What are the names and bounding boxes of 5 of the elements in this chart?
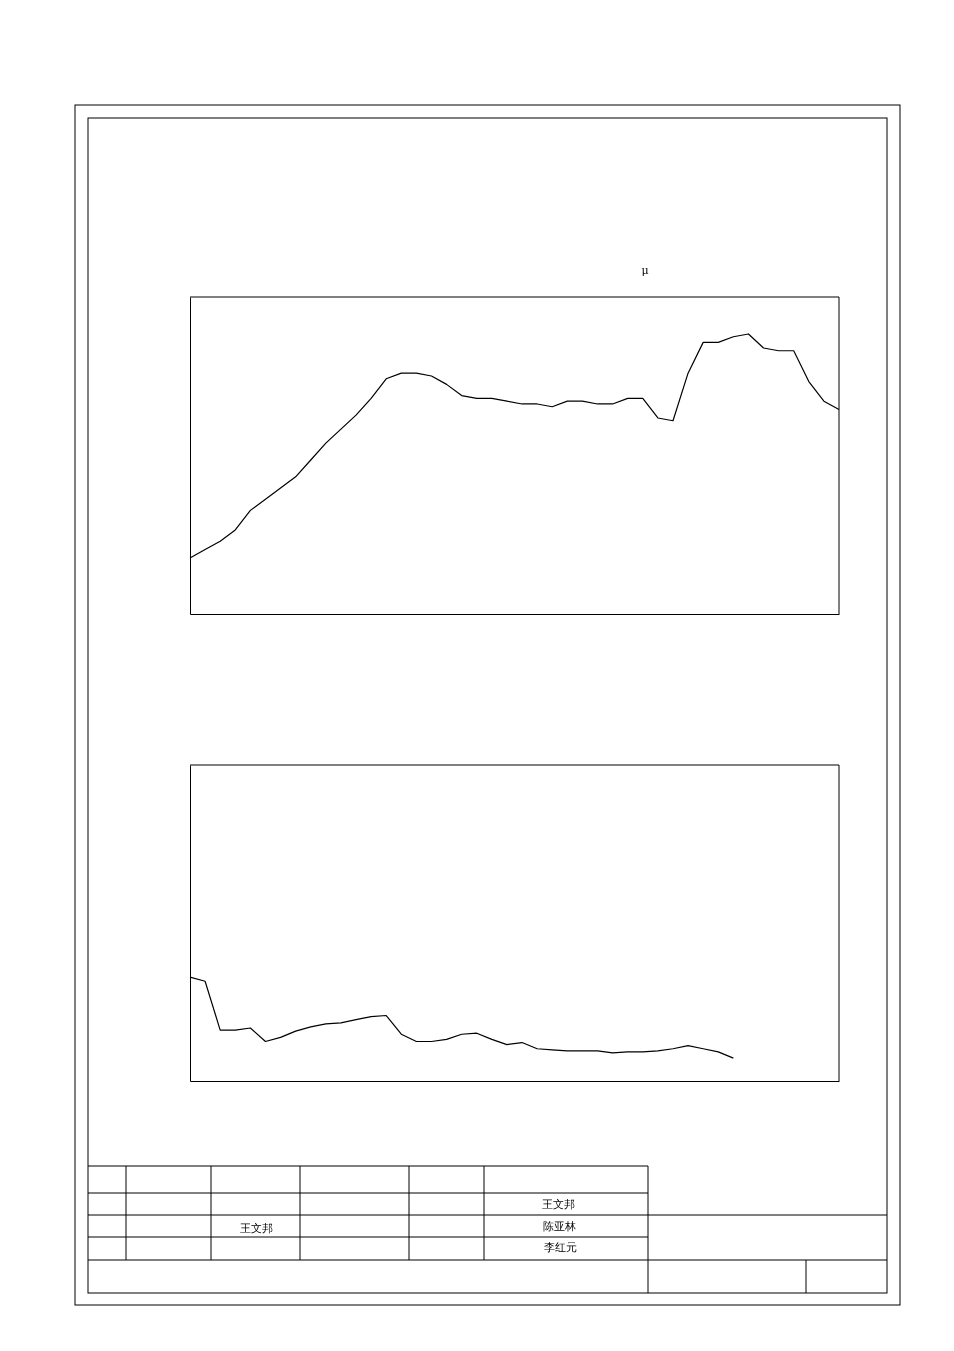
- text: 陈亚林: [542, 1220, 576, 1233]
- text: μ: [641, 264, 649, 277]
- text: 李红元: [543, 1241, 577, 1254]
- text: 王文邦: [239, 1222, 273, 1235]
- text: 王文邦: [541, 1198, 575, 1211]
